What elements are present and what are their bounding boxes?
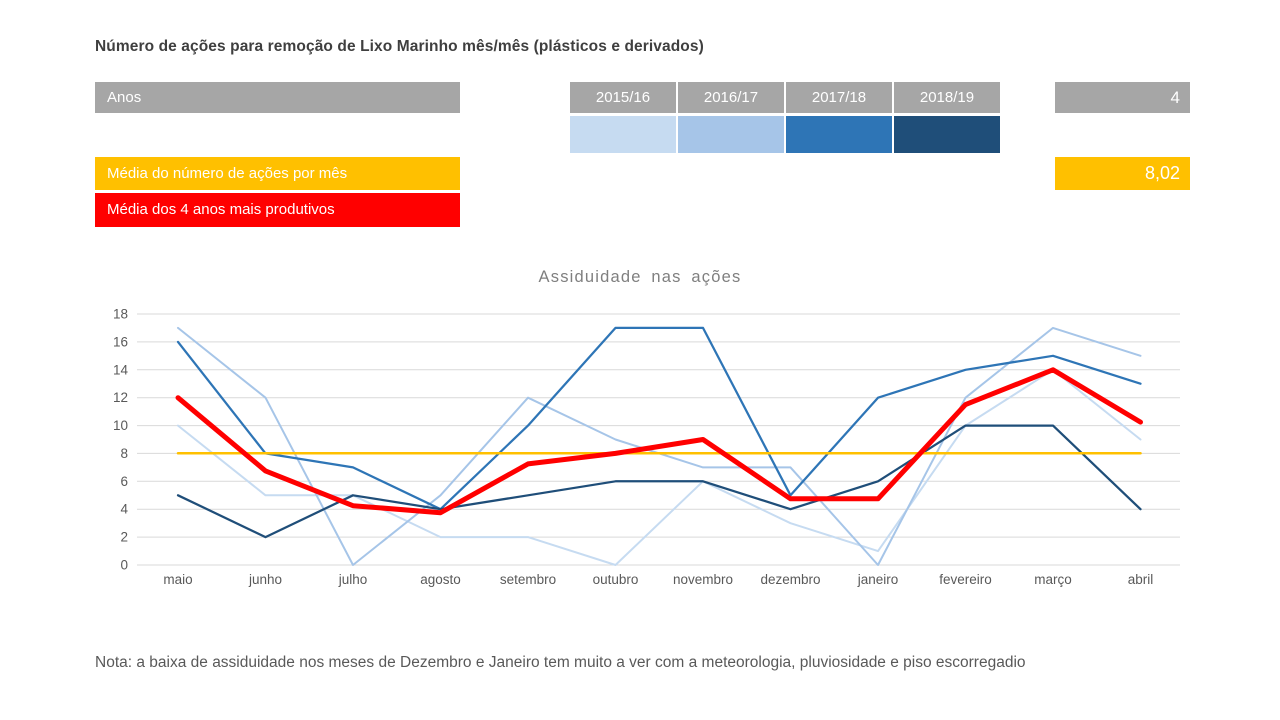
year-swatch-row xyxy=(570,116,1002,153)
x-axis-label: agosto xyxy=(420,572,461,587)
x-axis-label: fevereiro xyxy=(939,572,992,587)
monthly-average-legend-bar: Média do número de ações por mês xyxy=(95,157,460,190)
top-years-average-legend-bar: Média dos 4 anos mais produtivos xyxy=(95,193,460,227)
y-axis-tick-label: 8 xyxy=(120,446,128,461)
x-axis-label: novembro xyxy=(673,572,733,587)
years-header-bar: Anos xyxy=(95,82,460,113)
y-axis-tick-label: 0 xyxy=(120,558,128,573)
x-axis-label: março xyxy=(1034,572,1072,587)
x-axis-label: janeiro xyxy=(857,572,899,587)
x-axis-label: maio xyxy=(163,572,192,587)
series-line xyxy=(175,367,1143,516)
series-line xyxy=(176,326,1142,511)
year-header-2018-19: 2018/19 xyxy=(894,82,1000,113)
x-axis-label: junho xyxy=(248,572,282,587)
years-count-box: 4 xyxy=(1055,82,1190,113)
x-axis-label: setembro xyxy=(500,572,556,587)
year-swatch-2015-16 xyxy=(570,116,676,153)
y-axis-tick-label: 2 xyxy=(120,530,128,545)
year-swatch-2017-18 xyxy=(786,116,892,153)
y-axis-tick-label: 18 xyxy=(113,307,128,322)
monthly-average-value-box: 8,02 xyxy=(1055,157,1190,190)
y-axis-tick-label: 16 xyxy=(113,334,128,349)
y-axis-tick-label: 12 xyxy=(113,390,128,405)
year-header-2015-16: 2015/16 xyxy=(570,82,676,113)
series-line xyxy=(177,368,1142,566)
y-axis-tick-label: 6 xyxy=(120,474,128,489)
footnote: Nota: a baixa de assiduidade nos meses d… xyxy=(95,654,1026,671)
assiduity-line-chart: 0 2 4 6 8 10 12 14 16 18 maio junho julho agosto setem… xyxy=(113,307,1180,587)
x-axis-label: dezembro xyxy=(760,572,820,587)
chart-title: Assiduidade nas ações xyxy=(538,268,742,286)
year-header-2017-18: 2017/18 xyxy=(786,82,892,113)
x-axis-label: julho xyxy=(338,572,368,587)
year-swatch-2016-17 xyxy=(678,116,784,153)
year-header-row: 2015/16 2016/17 2017/18 2018/19 xyxy=(570,82,1002,113)
x-axis-label: outubro xyxy=(593,572,639,587)
year-swatch-2018-19 xyxy=(894,116,1000,153)
year-header-2016-17: 2016/17 xyxy=(678,82,784,113)
y-axis-tick-label: 14 xyxy=(113,362,129,377)
x-axis-label: abril xyxy=(1128,572,1154,587)
y-axis-tick-label: 4 xyxy=(120,502,128,517)
y-axis-tick-label: 10 xyxy=(113,418,128,433)
page-title: Número de ações para remoção de Lixo Mar… xyxy=(95,38,704,55)
